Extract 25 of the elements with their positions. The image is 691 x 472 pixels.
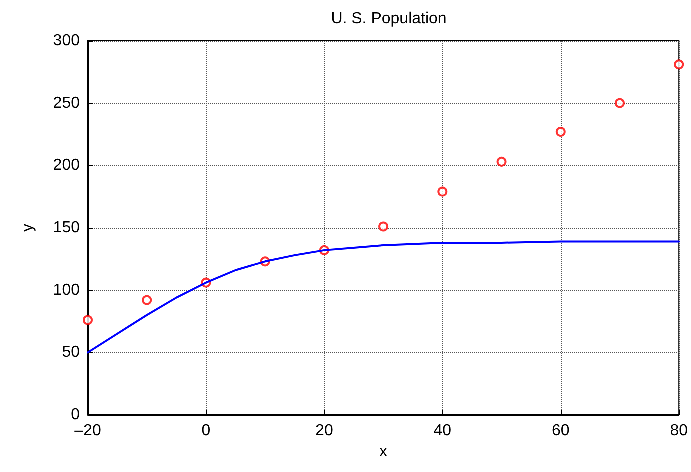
chart-title: U. S. Population xyxy=(331,10,447,28)
y-tick-label: 150 xyxy=(53,220,80,236)
point xyxy=(438,186,448,197)
point xyxy=(83,315,93,326)
x-tick-label: –20 xyxy=(74,422,102,440)
y-axis-title: y xyxy=(20,224,36,232)
x-tick-label: 60 xyxy=(552,422,570,440)
x-tick-label: 80 xyxy=(670,422,688,440)
point xyxy=(674,60,684,70)
y-tick-label: 100 xyxy=(53,282,80,299)
point xyxy=(615,98,625,108)
point xyxy=(496,156,507,167)
y-tick-label: 0 xyxy=(71,406,80,424)
x-tick-label: 40 xyxy=(434,422,452,440)
point xyxy=(378,222,389,232)
line-series xyxy=(87,240,680,354)
x-tick-label: 0 xyxy=(202,422,211,440)
y-tick-label: 250 xyxy=(53,94,80,112)
point xyxy=(556,127,566,138)
y-tick-label: 50 xyxy=(62,344,80,362)
y-tick-label: 300 xyxy=(53,32,80,50)
y-tick-label: 200 xyxy=(53,157,80,174)
x-tick-label: 20 xyxy=(316,422,334,440)
point xyxy=(142,295,152,306)
x-axis-title: x xyxy=(380,443,388,460)
